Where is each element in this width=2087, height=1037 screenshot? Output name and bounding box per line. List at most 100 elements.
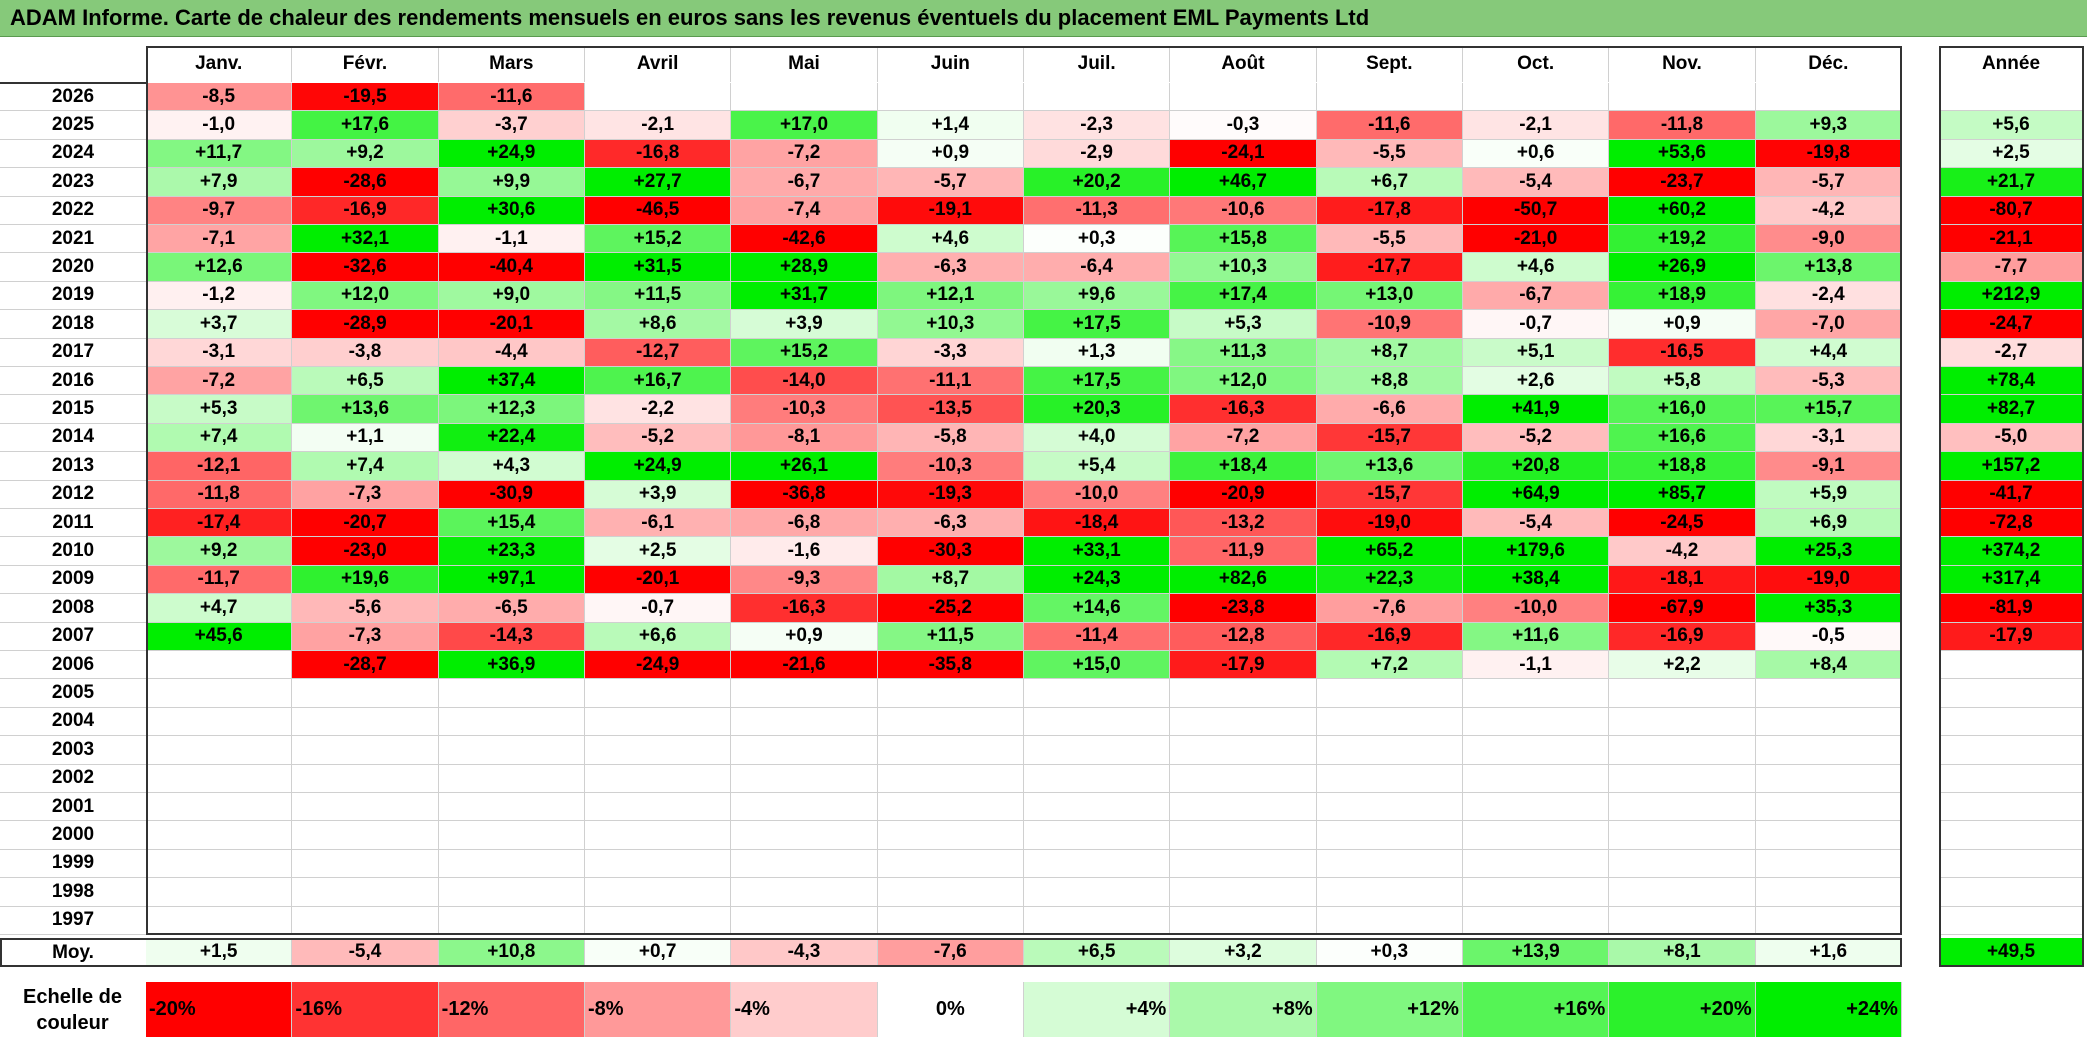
annual-cell (1939, 821, 2084, 850)
average-cell: +1,6 (1755, 938, 1902, 967)
heatmap-cell: -4,2 (1755, 196, 1902, 225)
heatmap-cell: -32,6 (292, 253, 439, 282)
heatmap-cell: -1,1 (1462, 651, 1610, 680)
color-scale-label-line1: Echelle de (23, 985, 122, 1008)
heatmap-cell (1023, 793, 1171, 822)
heatmap-cell: +20,3 (1023, 395, 1171, 424)
heatmap-cell (1462, 849, 1610, 879)
heatmap-cell: +65,2 (1316, 537, 1463, 566)
heatmap-cell (877, 821, 1024, 850)
heatmap-cell: -7,3 (292, 622, 439, 651)
heatmap-cell (1755, 849, 1902, 879)
annual-cell: -41,7 (1939, 480, 2084, 509)
heatmap-cell (1316, 906, 1463, 935)
heatmap-cell (1755, 764, 1902, 793)
title-bar: ADAM Informe. Carte de chaleur des rende… (0, 0, 2087, 37)
heatmap-cell: -16,3 (731, 594, 878, 623)
heatmap-cell: -11,7 (146, 565, 293, 595)
heatmap-cell: +0,3 (1023, 225, 1171, 254)
heatmap-cell: +15,7 (1755, 395, 1902, 424)
heatmap-cell (1609, 878, 1756, 907)
color-scale-step: +16% (1462, 982, 1610, 1037)
heatmap-cell (292, 707, 439, 737)
heatmap-cell: +15,4 (438, 509, 585, 538)
heatmap-cell: +2,5 (584, 537, 732, 566)
heatmap-cell: +13,6 (1316, 452, 1463, 481)
heatmap-cell: -17,4 (146, 509, 293, 538)
heatmap-cell (1609, 821, 1756, 850)
heatmap-cell: -20,7 (292, 509, 439, 538)
heatmap-cell: +46,7 (1170, 168, 1317, 197)
heatmap-cell: -5,6 (292, 594, 439, 623)
heatmap-cell: +16,7 (584, 367, 732, 396)
heatmap-cell: -5,5 (1316, 225, 1463, 254)
annual-cell (1939, 878, 2084, 907)
heatmap-cell: +33,1 (1023, 537, 1171, 566)
heatmap-cell: +0,9 (877, 139, 1024, 169)
heatmap-cell: -14,0 (731, 367, 878, 396)
heatmap-cell (438, 878, 585, 907)
heatmap-cell: +13,0 (1316, 281, 1463, 311)
heatmap-cell: -25,2 (877, 594, 1024, 623)
row-year-label: 2003 (0, 736, 146, 765)
heatmap-cell: -16,8 (584, 139, 732, 169)
heatmap-cell: +22,4 (438, 423, 585, 453)
row-year-label: 2020 (0, 253, 146, 282)
heatmap-cell: +4,6 (1462, 253, 1610, 282)
heatmap-cell: +12,0 (1170, 367, 1317, 396)
heatmap-cell: -11,6 (438, 83, 585, 112)
heatmap-cell: +19,2 (1609, 225, 1756, 254)
row-year-label: 2022 (0, 197, 146, 225)
heatmap-cell: +5,3 (146, 395, 293, 424)
heatmap-cell (1316, 679, 1463, 708)
color-scale-step: -4% (731, 982, 878, 1037)
row-year-label: 2026 (0, 83, 146, 112)
heatmap-cell (1316, 821, 1463, 850)
heatmap-cell: -24,5 (1609, 509, 1756, 538)
heatmap-cell (584, 821, 732, 850)
heatmap-cell: -19,5 (292, 83, 439, 112)
heatmap-cell: +17,0 (731, 111, 878, 140)
month-header: Déc. (1756, 46, 1902, 82)
color-scale-step: -20% (146, 982, 293, 1037)
row-year-label: 2016 (0, 367, 146, 396)
heatmap-cell: +82,6 (1170, 565, 1317, 595)
month-header: Mars (439, 46, 585, 82)
heatmap-cell: +11,6 (1462, 622, 1610, 651)
heatmap-cell: -13,5 (877, 395, 1024, 424)
heatmap-cell: +8,7 (1316, 338, 1463, 367)
heatmap-cell (1755, 821, 1902, 850)
heatmap-cell (1316, 793, 1463, 822)
heatmap-cell: -6,3 (877, 253, 1024, 282)
heatmap-cell: +64,9 (1462, 480, 1610, 509)
heatmap-cell: +2,6 (1462, 367, 1610, 396)
heatmap-cell (438, 679, 585, 708)
annual-cell: +317,4 (1939, 565, 2084, 595)
heatmap-cell (1316, 849, 1463, 879)
heatmap-cell (146, 793, 293, 822)
heatmap-cell (292, 793, 439, 822)
heatmap-cell: -0,7 (1462, 310, 1610, 339)
heatmap-cell (731, 83, 878, 112)
heatmap-cell (877, 679, 1024, 708)
heatmap-cell: -10,0 (1462, 594, 1610, 623)
heatmap-cell (292, 679, 439, 708)
heatmap-cell: -10,9 (1316, 310, 1463, 339)
heatmap-cell: +18,8 (1609, 452, 1756, 481)
heatmap-cell (731, 821, 878, 850)
heatmap-cell (731, 793, 878, 822)
heatmap-cell: -5,2 (1462, 423, 1610, 453)
average-cell: +0,7 (584, 938, 732, 967)
heatmap-cell: -19,0 (1755, 565, 1902, 595)
month-header: Oct. (1463, 46, 1610, 82)
color-scale-step: +20% (1609, 982, 1756, 1037)
heatmap-cell: -36,8 (731, 480, 878, 509)
heatmap-cell: -7,3 (292, 480, 439, 509)
heatmap-cell: -3,7 (438, 111, 585, 140)
heatmap-cell (1609, 793, 1756, 822)
heatmap-cell (146, 651, 293, 680)
heatmap-cell: -0,5 (1755, 622, 1902, 651)
heatmap-cell (438, 707, 585, 737)
heatmap-cell (146, 849, 293, 879)
heatmap-cell: -5,8 (877, 423, 1024, 453)
